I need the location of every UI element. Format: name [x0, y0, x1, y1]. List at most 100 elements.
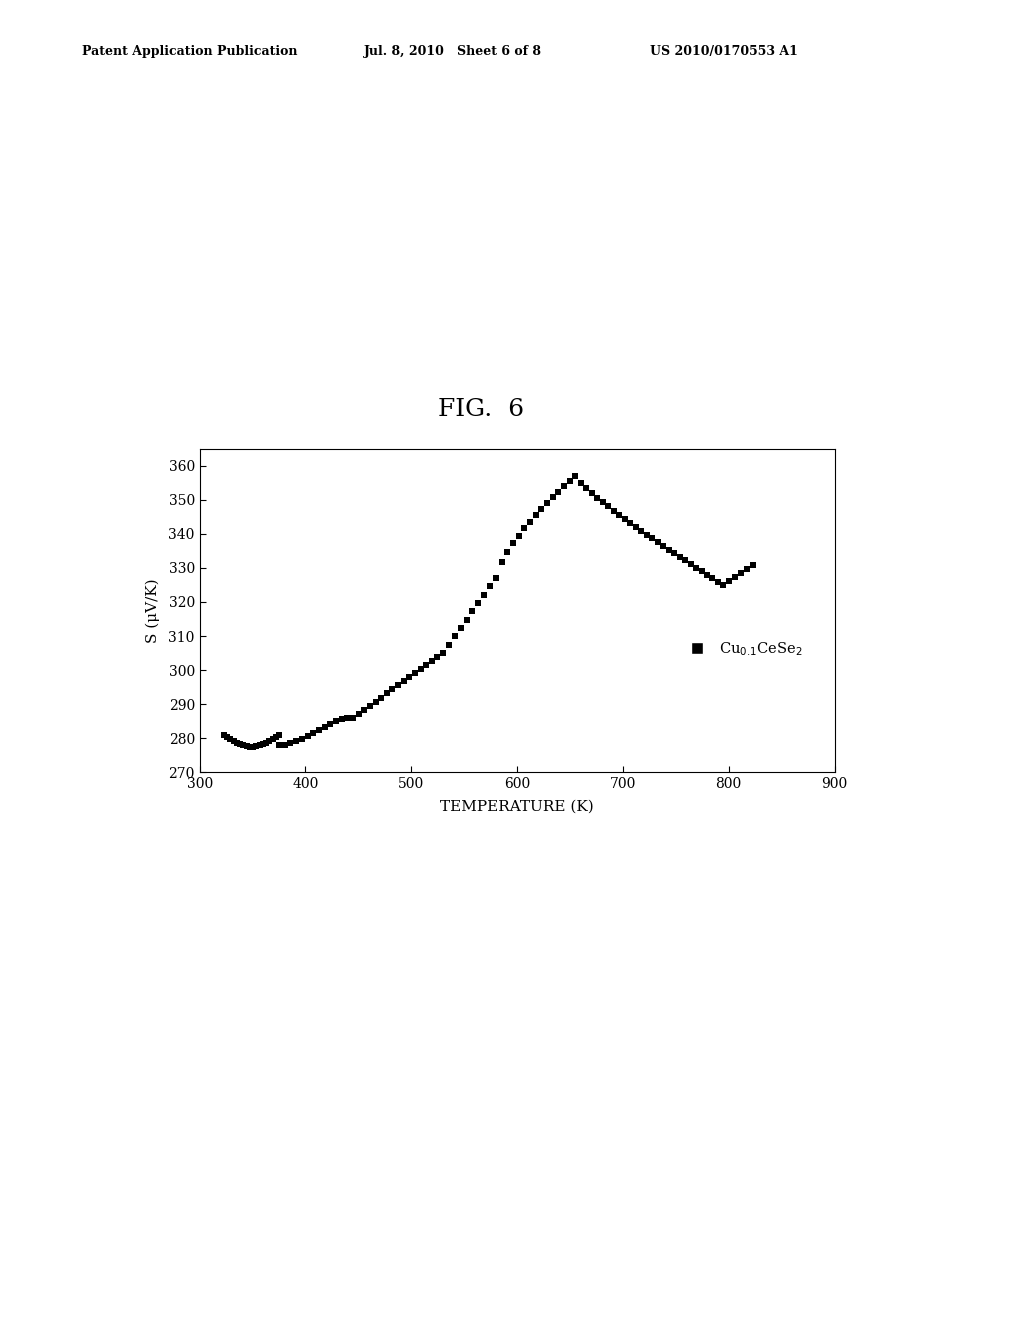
Point	[236, 735, 252, 756]
Point	[390, 675, 407, 696]
Point	[644, 528, 660, 549]
Point	[373, 686, 389, 708]
Point	[666, 543, 682, 564]
Point	[270, 734, 287, 755]
Point	[710, 572, 726, 593]
Point	[446, 626, 463, 647]
Point	[288, 731, 304, 752]
Point	[245, 737, 261, 758]
Point	[345, 708, 361, 729]
Point	[407, 663, 423, 684]
Point	[267, 726, 284, 747]
Point	[682, 553, 698, 574]
Point	[660, 539, 677, 560]
Point	[276, 734, 293, 755]
Point	[505, 533, 521, 554]
Point	[633, 520, 649, 541]
Point	[605, 500, 622, 521]
Point	[350, 704, 367, 725]
Point	[323, 713, 339, 734]
Point	[252, 735, 268, 756]
Point	[705, 568, 721, 589]
Point	[334, 709, 350, 730]
Point	[579, 478, 595, 499]
Point	[476, 585, 493, 606]
Point	[222, 729, 239, 750]
Point	[733, 562, 750, 583]
Point	[470, 593, 486, 614]
Point	[232, 734, 249, 755]
Point	[487, 568, 504, 589]
Point	[482, 576, 499, 597]
Point	[248, 735, 264, 756]
Point	[550, 482, 566, 503]
Point	[219, 726, 236, 747]
Point	[534, 499, 550, 520]
Point	[649, 532, 666, 553]
Point	[435, 643, 452, 664]
Point	[239, 735, 255, 756]
Point	[655, 536, 672, 557]
Point	[616, 508, 633, 529]
Point	[418, 655, 434, 676]
Point	[395, 671, 412, 692]
Point	[527, 504, 544, 525]
Point	[677, 550, 693, 572]
Point	[453, 618, 469, 639]
Point	[294, 729, 310, 750]
Point	[339, 708, 355, 729]
Point	[384, 678, 400, 700]
Point	[361, 696, 378, 717]
Point	[688, 557, 705, 578]
Point	[270, 725, 287, 746]
Point	[567, 466, 584, 487]
Point	[228, 733, 245, 754]
Point	[545, 487, 561, 508]
Point	[494, 552, 510, 573]
Point	[440, 634, 457, 655]
Point	[589, 487, 605, 508]
Point	[435, 643, 452, 664]
Point	[595, 491, 611, 512]
Point	[698, 564, 715, 585]
X-axis label: TEMPERATURE (K): TEMPERATURE (K)	[440, 800, 594, 813]
Point	[727, 566, 743, 587]
Y-axis label: S (μV/K): S (μV/K)	[145, 578, 160, 643]
Point	[693, 561, 710, 582]
Point	[622, 512, 638, 533]
Text: Patent Application Publication: Patent Application Publication	[82, 45, 297, 58]
Point	[429, 647, 445, 668]
Point	[567, 466, 584, 487]
Point	[584, 482, 600, 503]
Text: US 2010/0170553 A1: US 2010/0170553 A1	[650, 45, 798, 58]
Point	[600, 496, 616, 517]
Point	[572, 473, 589, 494]
Point	[401, 667, 418, 688]
Point	[379, 682, 395, 704]
Point	[611, 504, 628, 525]
Point	[305, 722, 322, 743]
Point	[487, 568, 504, 589]
Point	[499, 541, 515, 562]
Point	[561, 471, 578, 492]
Text: Jul. 8, 2010   Sheet 6 of 8: Jul. 8, 2010 Sheet 6 of 8	[364, 45, 542, 58]
Legend: Cu$_{0.1}$CeSe$_2$: Cu$_{0.1}$CeSe$_2$	[677, 635, 808, 664]
Point	[264, 729, 281, 750]
Point	[556, 477, 572, 498]
Point	[225, 730, 242, 751]
Point	[638, 524, 654, 545]
Point	[356, 700, 373, 721]
Point	[299, 726, 315, 747]
Point	[216, 725, 232, 746]
Point	[345, 708, 361, 729]
Point	[628, 516, 644, 537]
Point	[516, 517, 532, 539]
Point	[539, 492, 555, 513]
Point	[459, 610, 475, 631]
Point	[424, 651, 440, 672]
Point	[744, 554, 761, 576]
Point	[464, 601, 480, 622]
Text: FIG.  6: FIG. 6	[438, 397, 524, 421]
Point	[316, 717, 333, 738]
Point	[510, 525, 526, 546]
